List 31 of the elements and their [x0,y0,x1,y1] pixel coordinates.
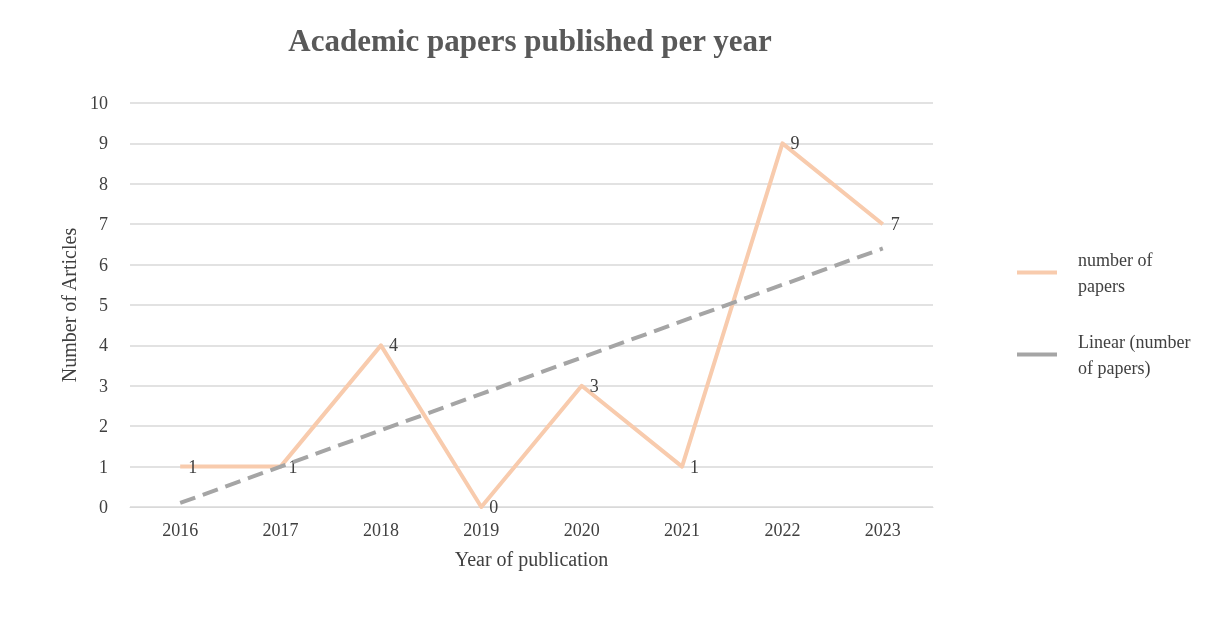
legend-label: Linear (number of papers) [1078,331,1195,379]
data-label: 3 [589,375,599,396]
y-tick-label: 2 [99,416,108,437]
data-label: 9 [790,133,800,154]
x-tick-label: 2018 [362,520,399,540]
y-tick-label: 0 [99,497,108,517]
x-tick-label: 2023 [864,520,901,540]
x-tick-label: 2017 [262,520,299,540]
y-tick-label: 7 [99,214,108,235]
legend-label: number of papers [1078,249,1157,296]
y-tick-label: 1 [99,456,108,477]
y-tick-label: 5 [99,295,108,315]
data-label: 1 [188,456,198,477]
x-tick-label: 2019 [463,520,500,540]
y-tick-label: 6 [99,254,108,275]
x-tick-label: 2020 [563,520,600,540]
y-tick-label: 9 [99,133,108,154]
data-label: 4 [388,335,398,356]
x-tick-label: 2016 [162,520,199,540]
y-tick-label: 8 [99,173,108,194]
y-tick-label: 3 [99,375,108,396]
data-label: 0 [489,497,499,517]
y-tick-label: 10 [90,93,108,113]
data-label: 7 [890,214,900,235]
data-label: 1 [690,456,700,477]
x-tick-label: 2021 [664,520,701,540]
chart-title: Academic papers published per year [288,23,772,58]
x-axis-title: Year of publication [454,548,609,571]
y-tick-label: 4 [99,335,108,356]
x-tick-label: 2022 [764,520,801,540]
y-axis-title: Number of Articles [58,227,81,383]
